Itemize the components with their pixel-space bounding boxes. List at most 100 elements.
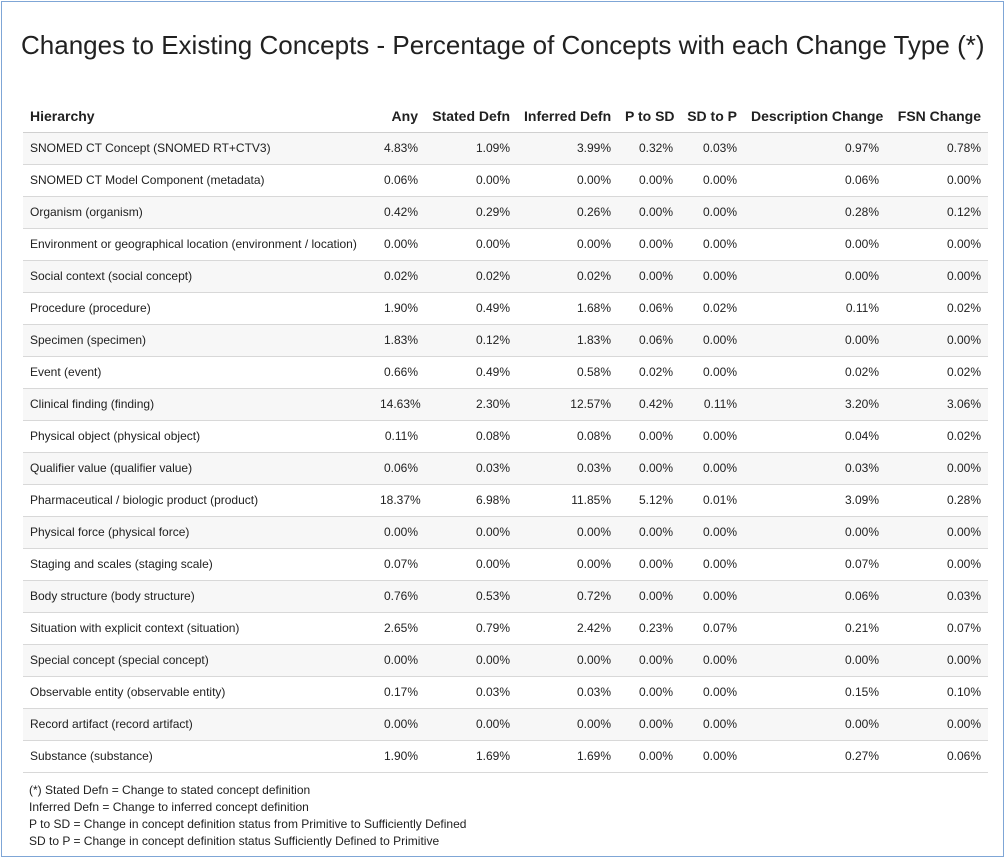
table-row: Record artifact (record artifact) 0.00% 0.… bbox=[23, 708, 988, 741]
column-header-description-change: Description Change bbox=[744, 100, 886, 133]
value-cell-inferred-defn: 0.03% bbox=[517, 676, 618, 709]
hierarchy-cell: Situation with explicit context (situati… bbox=[23, 612, 373, 645]
value-cell-any: 0.00% bbox=[373, 516, 425, 549]
hierarchy-cell: SNOMED CT Concept (SNOMED RT+CTV3) bbox=[23, 132, 373, 165]
value-cell-fsn-change: 0.00% bbox=[886, 324, 988, 357]
value-cell-sd-to-p: 0.00% bbox=[680, 420, 744, 453]
value-cell-sd-to-p: 0.00% bbox=[680, 324, 744, 357]
hierarchy-cell: Record artifact (record artifact) bbox=[23, 708, 373, 741]
value-cell-stated-defn: 0.03% bbox=[425, 452, 517, 485]
footnote-line: (*) Stated Defn = Change to stated conce… bbox=[29, 783, 311, 797]
value-cell-sd-to-p: 0.00% bbox=[680, 196, 744, 229]
table-row: Organism (organism) 0.42% 0.29% 0.26% 0.00% 0… bbox=[23, 196, 988, 229]
hierarchy-cell: Pharmaceutical / biologic product (produ… bbox=[23, 484, 373, 517]
value-cell-sd-to-p: 0.00% bbox=[680, 452, 744, 485]
value-cell-any: 0.11% bbox=[373, 420, 425, 453]
value-cell-inferred-defn: 0.00% bbox=[517, 228, 618, 261]
value-cell-stated-defn: 0.00% bbox=[425, 516, 517, 549]
value-cell-fsn-change: 0.06% bbox=[886, 740, 988, 773]
value-cell-any: 0.06% bbox=[373, 164, 425, 197]
value-cell-inferred-defn: 3.99% bbox=[517, 132, 618, 165]
header-row: Hierarchy Any Stated Defn Inferred Defn P to… bbox=[23, 100, 988, 133]
value-cell-p-to-sd: 0.00% bbox=[618, 452, 680, 485]
hierarchy-cell: Qualifier value (qualifier value) bbox=[23, 452, 373, 485]
value-cell-p-to-sd: 0.00% bbox=[618, 164, 680, 197]
value-cell-description-change: 0.00% bbox=[744, 708, 886, 741]
value-cell-any: 1.90% bbox=[373, 740, 425, 773]
value-cell-stated-defn: 0.00% bbox=[425, 164, 517, 197]
value-cell-any: 1.83% bbox=[373, 324, 425, 357]
value-cell-sd-to-p: 0.00% bbox=[680, 548, 744, 581]
value-cell-sd-to-p: 0.00% bbox=[680, 676, 744, 709]
value-cell-stated-defn: 0.08% bbox=[425, 420, 517, 453]
value-cell-description-change: 0.15% bbox=[744, 676, 886, 709]
value-cell-stated-defn: 1.69% bbox=[425, 740, 517, 773]
value-cell-any: 14.63% bbox=[373, 388, 425, 421]
value-cell-stated-defn: 0.00% bbox=[425, 708, 517, 741]
value-cell-any: 0.00% bbox=[373, 228, 425, 261]
value-cell-sd-to-p: 0.00% bbox=[680, 708, 744, 741]
value-cell-description-change: 0.02% bbox=[744, 356, 886, 389]
hierarchy-cell: Specimen (specimen) bbox=[23, 324, 373, 357]
value-cell-sd-to-p: 0.00% bbox=[680, 516, 744, 549]
column-header-inferred-defn: Inferred Defn bbox=[517, 100, 618, 133]
value-cell-fsn-change: 0.00% bbox=[886, 516, 988, 549]
value-cell-inferred-defn: 0.00% bbox=[517, 164, 618, 197]
value-cell-inferred-defn: 0.72% bbox=[517, 580, 618, 613]
hierarchy-cell: Clinical finding (finding) bbox=[23, 388, 373, 421]
value-cell-stated-defn: 0.29% bbox=[425, 196, 517, 229]
value-cell-fsn-change: 0.02% bbox=[886, 356, 988, 389]
table-row: Specimen (specimen) 1.83% 0.12% 1.83% 0.06% 0… bbox=[23, 324, 988, 357]
value-cell-sd-to-p: 0.00% bbox=[680, 164, 744, 197]
value-cell-p-to-sd: 0.06% bbox=[618, 292, 680, 325]
table-row: Physical object (physical object) 0.11% 0.… bbox=[23, 420, 988, 453]
value-cell-stated-defn: 6.98% bbox=[425, 484, 517, 517]
value-cell-p-to-sd: 0.00% bbox=[618, 644, 680, 677]
value-cell-fsn-change: 0.10% bbox=[886, 676, 988, 709]
value-cell-sd-to-p: 0.00% bbox=[680, 740, 744, 773]
value-cell-description-change: 0.27% bbox=[744, 740, 886, 773]
hierarchy-cell: Body structure (body structure) bbox=[23, 580, 373, 613]
value-cell-fsn-change: 3.06% bbox=[886, 388, 988, 421]
value-cell-any: 0.76% bbox=[373, 580, 425, 613]
table-row: Social context (social concept) 0.02% 0.02… bbox=[23, 260, 988, 293]
value-cell-fsn-change: 0.02% bbox=[886, 420, 988, 453]
value-cell-description-change: 0.06% bbox=[744, 164, 886, 197]
value-cell-fsn-change: 0.00% bbox=[886, 548, 988, 581]
value-cell-sd-to-p: 0.03% bbox=[680, 132, 744, 165]
value-cell-inferred-defn: 0.00% bbox=[517, 516, 618, 549]
value-cell-p-to-sd: 0.00% bbox=[618, 516, 680, 549]
value-cell-p-to-sd: 0.00% bbox=[618, 196, 680, 229]
table-row: Event (event) 0.66% 0.49% 0.58% 0.02% 0.00% 0.… bbox=[23, 356, 988, 389]
value-cell-stated-defn: 0.49% bbox=[425, 356, 517, 389]
hierarchy-cell: Event (event) bbox=[23, 356, 373, 389]
value-cell-sd-to-p: 0.11% bbox=[680, 388, 744, 421]
hierarchy-cell: Observable entity (observable entity) bbox=[23, 676, 373, 709]
table-row: Procedure (procedure) 1.90% 0.49% 1.68% 0.06… bbox=[23, 292, 988, 325]
value-cell-inferred-defn: 0.08% bbox=[517, 420, 618, 453]
value-cell-any: 4.83% bbox=[373, 132, 425, 165]
value-cell-description-change: 0.97% bbox=[744, 132, 886, 165]
value-cell-p-to-sd: 5.12% bbox=[618, 484, 680, 517]
value-cell-description-change: 0.03% bbox=[744, 452, 886, 485]
value-cell-fsn-change: 0.00% bbox=[886, 228, 988, 261]
value-cell-inferred-defn: 0.26% bbox=[517, 196, 618, 229]
value-cell-stated-defn: 0.49% bbox=[425, 292, 517, 325]
value-cell-stated-defn: 2.30% bbox=[425, 388, 517, 421]
value-cell-stated-defn: 0.79% bbox=[425, 612, 517, 645]
value-cell-fsn-change: 0.12% bbox=[886, 196, 988, 229]
value-cell-description-change: 0.07% bbox=[744, 548, 886, 581]
value-cell-inferred-defn: 0.03% bbox=[517, 452, 618, 485]
column-header-p-to-sd: P to SD bbox=[618, 100, 680, 133]
table-row: Situation with explicit context (situati… bbox=[23, 612, 988, 645]
table-row: Body structure (body structure) 0.76% 0.53… bbox=[23, 580, 988, 613]
value-cell-fsn-change: 0.00% bbox=[886, 452, 988, 485]
value-cell-p-to-sd: 0.00% bbox=[618, 548, 680, 581]
value-cell-p-to-sd: 0.06% bbox=[618, 324, 680, 357]
value-cell-sd-to-p: 0.00% bbox=[680, 580, 744, 613]
table-row: Physical force (physical force) 0.00% 0.00… bbox=[23, 516, 988, 549]
value-cell-inferred-defn: 0.02% bbox=[517, 260, 618, 293]
value-cell-p-to-sd: 0.32% bbox=[618, 132, 680, 165]
value-cell-any: 18.37% bbox=[373, 484, 425, 517]
